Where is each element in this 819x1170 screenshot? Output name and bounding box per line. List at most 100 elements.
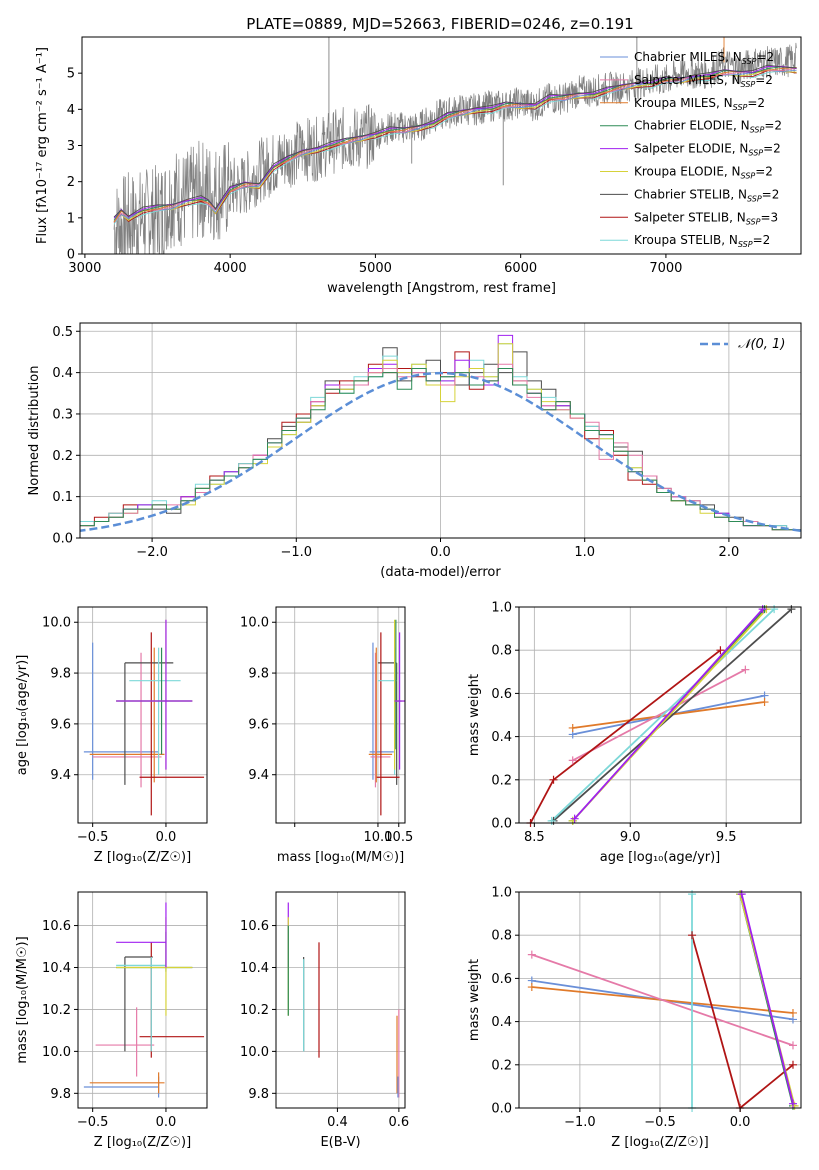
x-tick-label: −1.0 (281, 545, 313, 560)
legend-sub: SSP (741, 172, 756, 181)
legend-sub: SSP (741, 80, 756, 89)
y-tick-label: 9.4 (248, 768, 269, 783)
weight-marker (788, 1099, 797, 1108)
y-tick-label: 10.0 (240, 1045, 269, 1060)
legend-sub: SSP (747, 194, 762, 203)
y-tick-label: 9.6 (50, 717, 71, 732)
plot-area (519, 892, 801, 1108)
legend-label: Salpeter MILES, N (634, 73, 741, 87)
legend-sub: SSP (742, 57, 757, 66)
x-tick-label: 10.0 (363, 830, 392, 845)
legend-label: Chabrier ELODIE, N (634, 119, 750, 133)
x-axis-label: Z [log₁₀(Z/Z☉)] (94, 1135, 191, 1150)
x-tick-label: −2.0 (136, 545, 168, 560)
weight-marker (568, 723, 577, 732)
axes-frame (275, 606, 406, 824)
weight-line-salpeter-elodie (740, 893, 794, 1104)
legend-suffix: =2 (756, 50, 774, 64)
legend-entry: Kroupa STELIB, NSSP=2 (634, 233, 770, 249)
x-tick-label: 4000 (214, 261, 247, 276)
plot-area (519, 607, 801, 823)
y-tick-label: 0.2 (491, 773, 512, 788)
chart-age_z: −0.5 0.0 9.4 9.6 9.8 10.0 Z [log₁₀(Z/Z☉)] age [… (15, 606, 208, 865)
y-tick-label: 9.8 (50, 667, 71, 682)
plot-area (276, 892, 405, 1108)
weight-marker (788, 1060, 797, 1069)
legend-label: Kroupa ELODIE, N (634, 165, 741, 179)
legend-label: Chabrier MILES, N (634, 50, 742, 64)
x-axis-label: mass [log₁₀(M/M☉)] (277, 850, 404, 865)
y-axis-label: mass [log₁₀(M/M☉)] (15, 936, 30, 1063)
gaussian-curve (80, 371, 801, 533)
legend-gauss-label: 𝒩(0, 1) (738, 337, 785, 352)
chart-weight_age: 8.5 9.0 9.5 0.0 0.2 0.4 0.6 0.8 1.0 age [log₁₀(ag… (467, 601, 802, 865)
plot-area (80, 323, 801, 538)
x-tick-label: −0.5 (77, 1115, 109, 1130)
y-tick-label: 10.0 (42, 1045, 71, 1060)
x-tick-label: 0.0 (430, 545, 451, 560)
x-axis-label: age [log₁₀(age/yr)] (600, 850, 721, 865)
weight-marker (787, 605, 796, 614)
chart-residuals: 𝒩(0, 1) −2.0 −1.0 0.0 1.0 2.0 0.0 0.1 0.2 0.3 0.4 0… (27, 322, 802, 580)
weight-line-salpeter-stelib (691, 934, 794, 1108)
x-tick-label: 3000 (68, 261, 101, 276)
axes-frame (275, 891, 406, 1109)
weight-marker (547, 816, 556, 825)
y-tick-label: 1 (67, 211, 75, 226)
weight-marker (788, 1041, 797, 1050)
y-tick-label: 0.6 (491, 972, 512, 987)
legend-entry: Chabrier MILES, NSSP=2 (634, 50, 774, 66)
x-tick-label: −0.5 (644, 1115, 676, 1130)
x-tick-label: 0.0 (156, 830, 177, 845)
legend-suffix: =2 (753, 233, 771, 247)
y-tick-label: 0.4 (491, 730, 512, 745)
legend-entry: Kroupa ELODIE, NSSP=2 (634, 165, 773, 181)
y-tick-label: 1.0 (491, 601, 512, 616)
y-tick-label: 0.4 (52, 366, 73, 381)
y-tick-label: 0.0 (491, 1102, 512, 1117)
weight-line-salpeter-miles (572, 668, 746, 762)
y-tick-label: 0.8 (491, 644, 512, 659)
legend-sub: SSP (750, 126, 765, 135)
x-tick-label: 7000 (649, 261, 682, 276)
legend-suffix: =3 (760, 210, 778, 224)
axes-frame (518, 606, 802, 824)
legend-suffix: =2 (762, 187, 780, 201)
weight-line-chabrier-stelib (552, 608, 792, 822)
x-axis-label: wavelength [Angstrom, rest frame] (327, 281, 556, 296)
y-tick-label: 0.8 (491, 929, 512, 944)
y-tick-label: 9.8 (248, 667, 269, 682)
plot-area (113, 37, 797, 254)
weight-marker (788, 1008, 797, 1017)
data-spectrum (113, 42, 797, 254)
x-tick-label: −0.5 (77, 830, 109, 845)
chart-mass_ebv: 0.4 0.6 9.8 10.0 10.2 10.4 10.6 E(B-V) (240, 891, 409, 1150)
y-tick-label: 10.4 (42, 961, 71, 976)
y-tick-label: 9.6 (248, 717, 269, 732)
weight-marker (549, 775, 558, 784)
y-axis-label: Normed distribution (27, 366, 42, 496)
y-tick-label: 1.0 (491, 886, 512, 901)
x-axis-label: (data-model)/error (380, 565, 501, 580)
y-tick-label: 9.8 (50, 1087, 71, 1102)
y-tick-label: 9.4 (50, 768, 71, 783)
x-tick-label: 1.0 (574, 545, 595, 560)
weight-marker (688, 931, 697, 940)
x-axis-label: E(B-V) (320, 1135, 360, 1150)
y-tick-label: 0.5 (52, 325, 73, 340)
legend-label: Kroupa STELIB, N (634, 233, 738, 247)
legend-label: Kroupa MILES, N (634, 96, 733, 110)
y-tick-label: 0 (67, 248, 75, 263)
weight-marker (758, 605, 767, 614)
x-tick-label: 10.5 (384, 830, 413, 845)
y-axis-label: age [log₁₀(age/yr)] (15, 655, 30, 776)
plot-area (78, 892, 207, 1108)
x-tick-label: 5000 (359, 261, 392, 276)
legend-suffix: =2 (755, 73, 773, 87)
legend-entry: Salpeter ELODIE, NSSP=2 (634, 142, 781, 158)
legend-sub: SSP (748, 149, 763, 158)
weight-marker (770, 605, 779, 614)
